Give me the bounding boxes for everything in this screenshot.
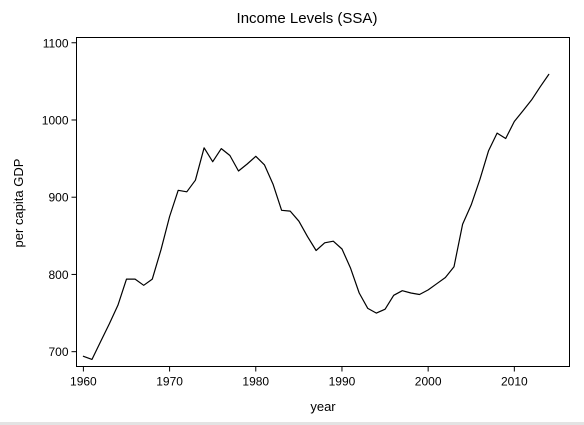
y-tick-label: 900 [48,191,68,205]
y-tick-label: 1100 [43,36,69,50]
x-tick-label: 1970 [156,375,183,389]
x-tick-label: 1960 [70,375,97,389]
x-tick-label: 2010 [501,375,528,389]
bottom-divider [0,422,584,425]
y-axis-label: per capita GDP [11,159,26,248]
x-axis-label: year [310,399,336,414]
x-axis: 1960 1970 1980 1990 2000 2010 [70,366,528,389]
x-tick-label: 2000 [415,375,442,389]
y-tick-label: 700 [48,345,68,359]
series-layer [82,73,550,360]
y-axis: 700 800 900 1000 1100 [42,36,77,359]
chart-title: Income Levels (SSA) [237,10,378,27]
plot-frame [76,37,570,367]
y-tick-label: 1000 [42,113,69,127]
series-line [82,73,550,360]
x-tick-label: 1980 [242,375,269,389]
x-tick-label: 1990 [329,375,356,389]
y-tick-label: 800 [48,268,68,282]
